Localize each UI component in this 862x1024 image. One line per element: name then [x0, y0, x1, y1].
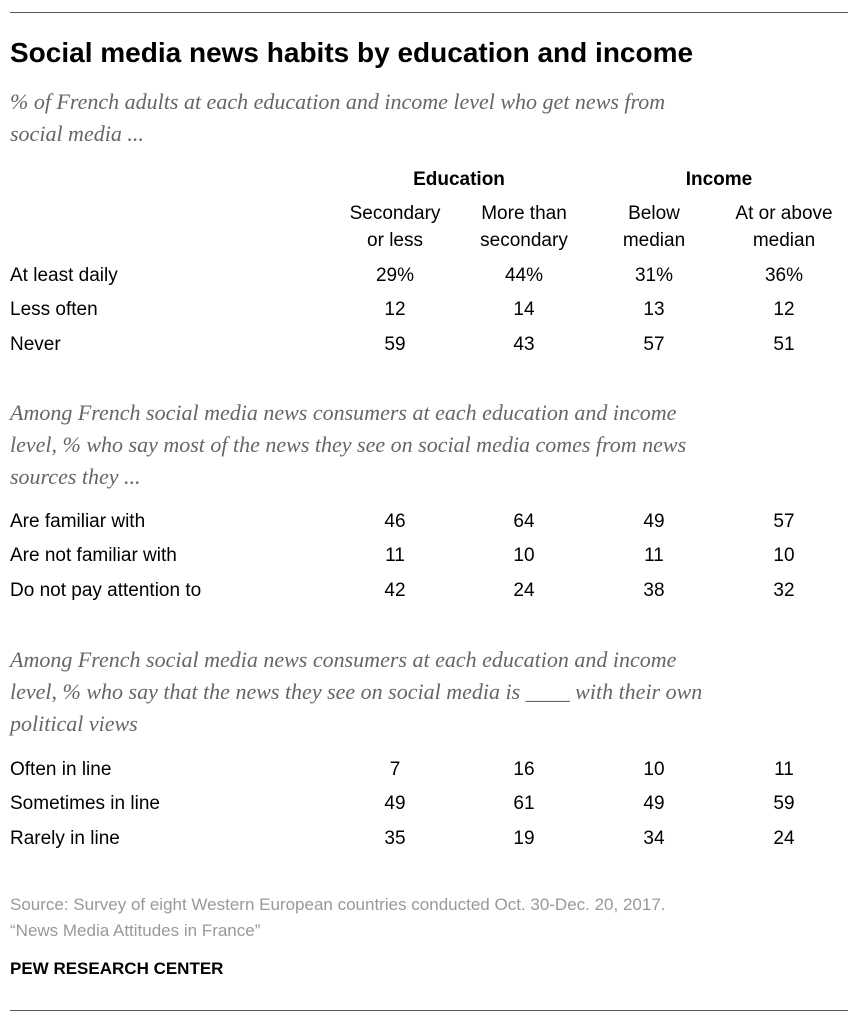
column-header: Secondary: [349, 203, 441, 224]
cell-value: 38: [643, 579, 665, 601]
org: PEW RESEARCH CENTER: [10, 959, 224, 978]
cell-value: 24: [513, 579, 535, 601]
cell-value: 61: [513, 793, 535, 815]
cell-value: 35: [384, 827, 406, 849]
cell-value: 10: [773, 545, 795, 567]
cell-value: 32: [773, 579, 795, 601]
section-intro: Among French social media news consumers…: [10, 647, 677, 672]
cell-value: 14: [513, 299, 535, 321]
cell-value: 42: [384, 579, 406, 601]
cell-value: 49: [384, 793, 406, 815]
column-header: or less: [367, 230, 423, 251]
row-label: At least daily: [10, 265, 118, 286]
cell-value: 43: [513, 333, 535, 355]
column-header: median: [752, 230, 816, 251]
group-header: Education: [413, 169, 505, 190]
section-intro: level, % who say that the news they see …: [10, 679, 703, 704]
group-header: Income: [685, 169, 753, 190]
cell-value: 49: [643, 511, 665, 532]
cell-value: 51: [773, 333, 795, 355]
row-label: Are familiar with: [10, 511, 146, 532]
cell-value: 64: [513, 511, 535, 532]
row-label: Less often: [10, 299, 98, 321]
cell-value: 46: [384, 511, 406, 532]
cell-value: 19: [513, 827, 535, 849]
cell-value: 16: [513, 759, 535, 780]
row-label: Rarely in line: [10, 827, 120, 849]
cell-value: 24: [773, 827, 795, 849]
cell-value: 11: [644, 545, 664, 567]
cell-value: 31%: [634, 265, 674, 286]
cell-value: 7: [389, 759, 401, 780]
section-intro: Among French social media news consumers…: [10, 400, 677, 425]
subtitle: social media ...: [10, 121, 144, 146]
cell-value: 57: [773, 511, 795, 532]
row-label: Are not familiar with: [10, 545, 177, 567]
column-header: secondary: [480, 230, 568, 251]
row-label: Never: [10, 333, 61, 355]
column-header: median: [622, 230, 686, 251]
bottom-rule: [10, 1010, 848, 1011]
top-rule: [10, 12, 848, 13]
source: Source: Survey of eight Western European…: [10, 895, 666, 914]
cell-value: 49: [643, 793, 665, 815]
cell-value: 36%: [764, 265, 804, 286]
cell-value: 59: [773, 793, 795, 815]
column-header: Below: [628, 203, 680, 224]
column-header: At or above: [735, 203, 833, 224]
cell-value: 11: [385, 545, 405, 567]
cell-value: 59: [384, 333, 406, 355]
cell-value: 12: [773, 299, 795, 321]
cell-value: 13: [643, 299, 665, 321]
title: Social media news habits by education an…: [10, 37, 694, 68]
cell-value: 29%: [375, 265, 415, 286]
cell-value: 34: [643, 827, 665, 849]
section-intro: political views: [10, 711, 138, 736]
cell-value: 12: [384, 299, 406, 321]
section-intro: sources they ...: [10, 464, 141, 489]
column-header: More than: [481, 203, 567, 224]
source: “News Media Attitudes in France”: [10, 921, 261, 940]
row-label: Sometimes in line: [10, 793, 160, 815]
cell-value: 10: [643, 759, 665, 780]
subtitle: % of French adults at each education and…: [10, 89, 666, 114]
section-intro: level, % who say most of the news they s…: [10, 432, 687, 457]
row-label: Do not pay attention to: [10, 579, 202, 601]
cell-value: 11: [774, 759, 794, 780]
cell-value: 57: [643, 333, 665, 355]
cell-value: 44%: [504, 265, 544, 286]
cell-value: 10: [513, 545, 535, 567]
row-label: Often in line: [10, 759, 112, 780]
